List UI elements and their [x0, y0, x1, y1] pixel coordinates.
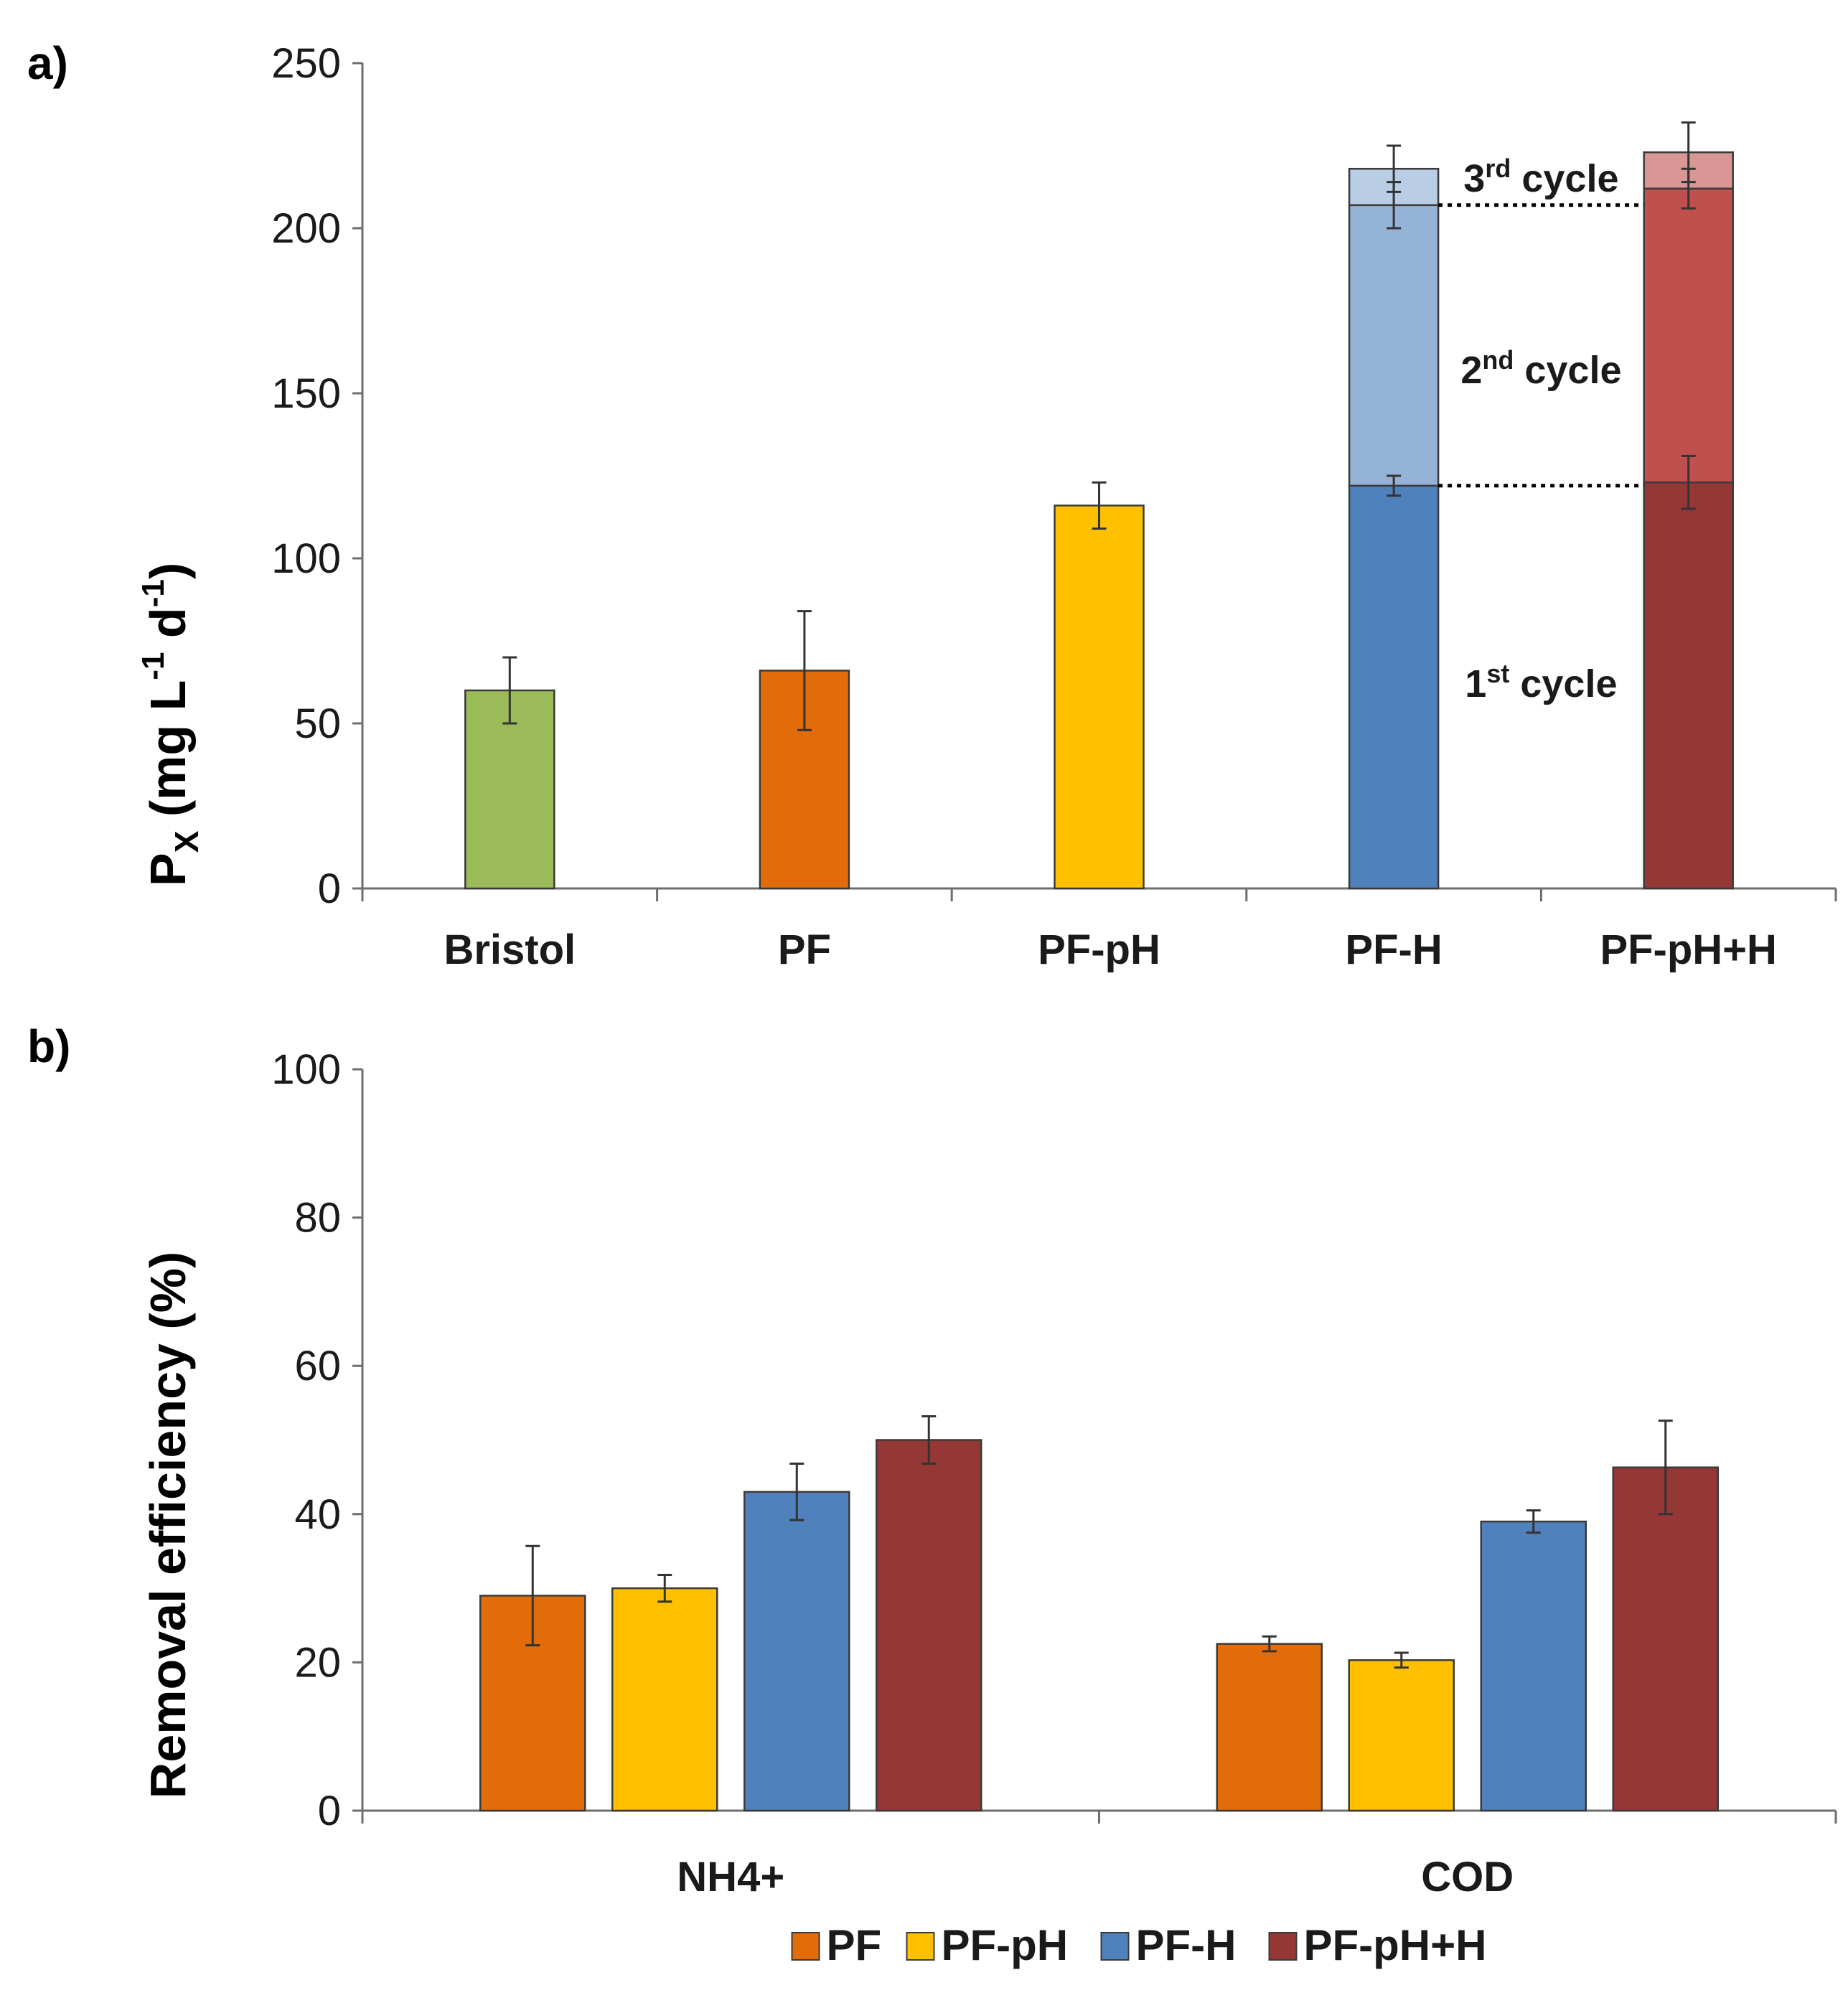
y-tick-label: 0: [318, 865, 341, 912]
legend-swatch: [906, 1932, 935, 1961]
bar-pf-h-segment-1: [1348, 484, 1440, 890]
legend-label: PF-pH: [942, 1921, 1069, 1969]
y-title-sub: X: [168, 830, 205, 853]
cycle-word: cycle: [1511, 157, 1618, 200]
y-title-rest: (mg L: [140, 680, 196, 831]
x-category-label: PF-H: [1345, 926, 1442, 973]
panel-a-plot-area: 0 50 100 150 200 250 Bristol PF PF-pH PF-H PF-pH+H…: [271, 40, 1837, 973]
x-category-label: PF-pH+H: [1600, 926, 1777, 973]
cycle-annotation: 2nd cycle: [1460, 345, 1621, 392]
panel-b-plot-area: 0 20 40 60 80 100 NH4+ COD: [271, 1046, 1837, 1900]
panel-b-label: b): [27, 1021, 70, 1072]
bar-pf-ph-cod: [1348, 1659, 1455, 1812]
y-tick-label: 150: [271, 370, 341, 417]
x-category-label: COD: [1421, 1854, 1514, 1900]
y-tick-label: 100: [271, 1046, 341, 1093]
legend-label: PF-H: [1136, 1921, 1237, 1969]
bar-pf-ph-h-nh4: [876, 1439, 982, 1812]
y-title-p: P: [140, 853, 196, 886]
panel-a-y-axis-title: PX (mg L-1 d-1): [136, 563, 205, 886]
legend-label: PF: [827, 1921, 882, 1969]
y-title-exp2: -1: [136, 579, 171, 607]
cycle-ordinal: nd: [1482, 345, 1514, 375]
bar-pf-h-nh4: [744, 1491, 850, 1812]
x-category-label: NH4+: [677, 1854, 784, 1900]
cycle-number: 2: [1460, 349, 1482, 392]
bar-pf-ph-h-segment-1: [1643, 481, 1734, 890]
y-tick-label: 0: [318, 1788, 341, 1834]
y-title-mid: d: [140, 607, 196, 652]
legend-swatch: [791, 1932, 820, 1961]
cycle-number: 1: [1465, 662, 1486, 705]
cycle-word: cycle: [1514, 349, 1621, 392]
y-tick-label: 20: [294, 1639, 341, 1686]
bar-pf-h-cod: [1480, 1520, 1587, 1812]
cycle-ordinal: st: [1486, 659, 1509, 688]
y-tick-label: 60: [294, 1343, 341, 1389]
cycle-number: 3: [1463, 157, 1485, 200]
bar-pf-ph-nh4: [611, 1587, 718, 1812]
bar-pf-ph-h-cod: [1612, 1466, 1719, 1812]
panel-b-legend: PF PF-pH PF-H PF-pH+H: [791, 1921, 1487, 1969]
x-category-label: Bristol: [444, 926, 576, 973]
cycle-ordinal: rd: [1485, 154, 1511, 183]
panel-a-label: a): [27, 37, 68, 89]
y-title-end: ): [140, 563, 196, 579]
y-tick-label: 200: [271, 205, 341, 252]
legend-swatch: [1268, 1932, 1298, 1961]
x-category-label: PF-pH: [1038, 926, 1160, 973]
cycle-annotation: 1st cycle: [1465, 659, 1617, 705]
bar-pf-h-segment-2: [1348, 204, 1440, 487]
cycle-word: cycle: [1509, 662, 1617, 705]
legend-swatch: [1100, 1932, 1130, 1961]
y-tick-label: 250: [271, 40, 341, 87]
panel-b-chart: b) Removal efficiency (%) 0 20 40 60 80 100 NH…: [27, 1021, 1837, 1969]
bar-pf-cod: [1216, 1643, 1323, 1812]
y-tick-label: 100: [271, 535, 341, 582]
y-title-exp1: -1: [136, 652, 171, 680]
x-category-label: PF: [778, 926, 831, 973]
panel-b-y-axis-title: Removal efficiency (%): [140, 1252, 196, 1798]
y-tick-label: 50: [294, 700, 341, 747]
bar-pf-ph: [1054, 505, 1145, 890]
cycle-annotation: 3rd cycle: [1463, 154, 1618, 200]
bar-pf-ph-h-segment-2: [1643, 187, 1734, 484]
y-tick-label: 80: [294, 1195, 341, 1242]
legend-label: PF-pH+H: [1304, 1921, 1487, 1969]
panel-a-chart: a) PX (mg L-1 d-1) 050100150200250Bristo…: [27, 37, 1837, 973]
y-tick-label: 40: [294, 1491, 341, 1538]
